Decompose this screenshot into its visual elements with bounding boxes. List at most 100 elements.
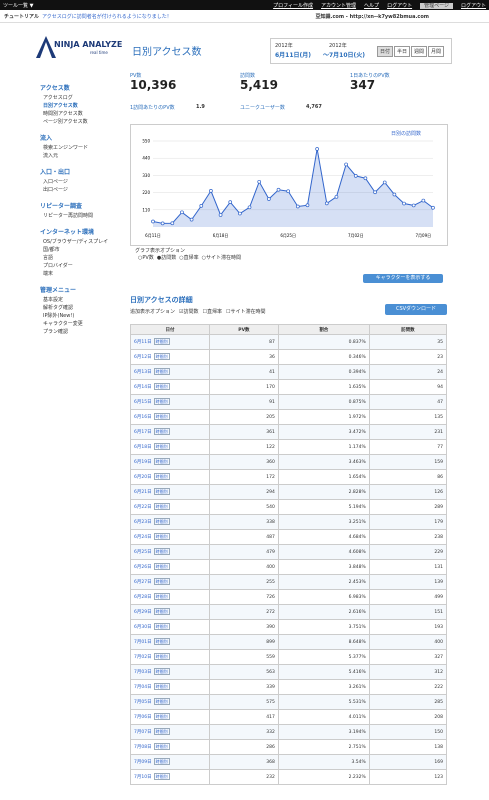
date[interactable]: 7月09日: [134, 760, 152, 765]
date[interactable]: 6月12日: [134, 355, 152, 360]
date[interactable]: 6月19日: [134, 460, 152, 465]
hourly-button[interactable]: 時間別: [153, 443, 170, 450]
date[interactable]: 7月07日: [134, 730, 152, 735]
top-link[interactable]: プロフィール作成: [273, 3, 314, 9]
sidebar-item[interactable]: 解析タグ確認: [43, 305, 74, 311]
mode-button[interactable]: 日付: [377, 46, 394, 57]
sidebar-item[interactable]: 日別アクセス数: [43, 103, 78, 109]
hourly-button[interactable]: 時間別: [153, 563, 170, 570]
hourly-button[interactable]: 時間別: [153, 428, 170, 435]
date[interactable]: 7月04日: [134, 685, 152, 690]
hourly-button[interactable]: 時間別: [153, 488, 170, 495]
date[interactable]: 6月27日: [134, 580, 152, 585]
mode-button[interactable]: 半日: [394, 46, 411, 57]
csv-button[interactable]: CSVダウンロード: [385, 304, 447, 315]
checkbox[interactable]: ☐: [202, 309, 207, 315]
radio[interactable]: ○: [138, 255, 143, 261]
hourly-button[interactable]: 時間別: [153, 338, 170, 345]
date[interactable]: 6月22日: [134, 505, 152, 510]
date[interactable]: 7月03日: [134, 670, 152, 675]
date[interactable]: 6月14日: [134, 385, 152, 390]
mode-button[interactable]: 週間: [411, 46, 428, 57]
hourly-button[interactable]: 時間別: [153, 773, 170, 780]
sidebar-item[interactable]: キャラクター変更: [43, 321, 83, 327]
top-link[interactable]: 管理ページ: [420, 3, 453, 9]
hourly-button[interactable]: 時間別: [153, 743, 170, 750]
column-header[interactable]: PV数: [209, 324, 279, 335]
date[interactable]: 6月30日: [134, 625, 152, 630]
sidebar-item[interactable]: プラン確認: [43, 329, 69, 335]
hourly-button[interactable]: 時間別: [153, 503, 170, 510]
sidebar-item[interactable]: 時間別アクセス数: [43, 111, 83, 117]
tools-menu[interactable]: ツール一覧 ▼: [3, 3, 34, 9]
date[interactable]: 6月17日: [134, 430, 152, 435]
radio[interactable]: ○: [201, 255, 206, 261]
sidebar-item[interactable]: 基本設定: [43, 297, 64, 303]
to-date[interactable]: 〜7月10日(火): [323, 52, 366, 59]
date[interactable]: 7月01日: [134, 640, 152, 645]
mode-button[interactable]: 月間: [428, 46, 445, 57]
date[interactable]: 6月15日: [134, 400, 152, 405]
hourly-button[interactable]: 時間別: [153, 413, 170, 420]
sidebar-item[interactable]: 国/都市: [43, 247, 60, 253]
column-header[interactable]: 訪問数: [368, 324, 448, 335]
sidebar-item[interactable]: IP除外(New!): [43, 313, 75, 319]
hourly-button[interactable]: 時間別: [153, 518, 170, 525]
hourly-button[interactable]: 時間別: [153, 758, 170, 765]
top-link[interactable]: ログアウト: [460, 3, 486, 9]
hourly-button[interactable]: 時間別: [153, 593, 170, 600]
date[interactable]: 6月24日: [134, 535, 152, 540]
checkbox[interactable]: ☐: [226, 309, 231, 315]
hourly-button[interactable]: 時間別: [153, 353, 170, 360]
date[interactable]: 6月13日: [134, 370, 152, 375]
date[interactable]: 6月28日: [134, 595, 152, 600]
sidebar-item[interactable]: プロバイダー: [43, 263, 73, 269]
sidebar-item[interactable]: 検索エンジンワード: [43, 145, 89, 151]
date[interactable]: 7月10日: [134, 775, 152, 780]
sidebar-item[interactable]: 言語: [43, 255, 54, 261]
from-date[interactable]: 6月11日(月): [275, 52, 312, 59]
date[interactable]: 6月16日: [134, 415, 152, 420]
hourly-button[interactable]: 時間別: [153, 578, 170, 585]
hourly-button[interactable]: 時間別: [153, 698, 170, 705]
hourly-button[interactable]: 時間別: [153, 728, 170, 735]
hourly-button[interactable]: 時間別: [153, 608, 170, 615]
sidebar-item[interactable]: 出口ページ: [43, 187, 68, 193]
top-link[interactable]: ヘルプ: [364, 3, 380, 9]
date[interactable]: 6月23日: [134, 520, 152, 525]
date[interactable]: 6月26日: [134, 565, 152, 570]
date[interactable]: 7月02日: [134, 655, 152, 660]
date[interactable]: 6月25日: [134, 550, 152, 555]
sidebar-item[interactable]: リピーター再訪問時間: [43, 213, 94, 219]
date[interactable]: 6月29日: [134, 610, 152, 615]
date[interactable]: 7月05日: [134, 700, 152, 705]
date[interactable]: 6月20日: [134, 475, 152, 480]
date[interactable]: 7月06日: [134, 715, 152, 720]
date[interactable]: 6月18日: [134, 445, 152, 450]
character-button[interactable]: キャラクターを表示する: [363, 274, 443, 283]
radio[interactable]: ○: [179, 255, 184, 261]
hourly-button[interactable]: 時間別: [153, 533, 170, 540]
column-header[interactable]: 割合: [277, 324, 370, 335]
column-header[interactable]: 日付: [130, 324, 210, 335]
tutorial-label[interactable]: チュートリアル: [4, 14, 39, 20]
hourly-button[interactable]: 時間別: [153, 473, 170, 480]
top-link[interactable]: アカウント管理: [321, 3, 357, 9]
hourly-button[interactable]: 時間別: [153, 683, 170, 690]
hourly-button[interactable]: 時間別: [153, 653, 170, 660]
date[interactable]: 6月21日: [134, 490, 152, 495]
date[interactable]: 7月08日: [134, 745, 152, 750]
sidebar-item[interactable]: OS/ブラウザー/ディスプレイ: [43, 239, 109, 245]
hourly-button[interactable]: 時間別: [153, 668, 170, 675]
hourly-button[interactable]: 時間別: [153, 548, 170, 555]
radio[interactable]: ●: [156, 255, 162, 261]
top-link[interactable]: ログアウト: [387, 3, 413, 9]
hourly-button[interactable]: 時間別: [153, 398, 170, 405]
hourly-button[interactable]: 時間別: [153, 713, 170, 720]
checkbox[interactable]: ☑: [179, 309, 184, 315]
hourly-button[interactable]: 時間別: [153, 383, 170, 390]
hourly-button[interactable]: 時間別: [153, 368, 170, 375]
sidebar-item[interactable]: 流入元: [43, 153, 59, 159]
sidebar-item[interactable]: アクセスログ: [43, 95, 73, 101]
hourly-button[interactable]: 時間別: [153, 638, 170, 645]
